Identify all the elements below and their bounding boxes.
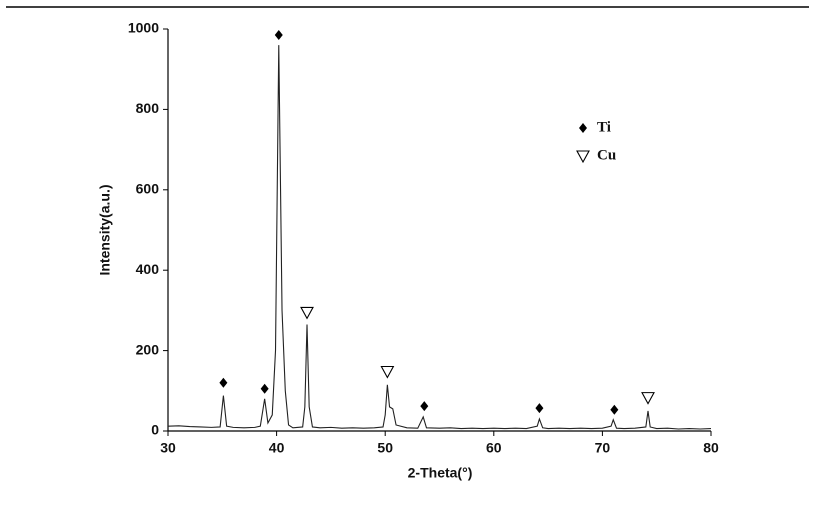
x-tick-label: 50 [377,440,393,456]
x-tick-label: 70 [595,440,611,456]
ti-marker [260,383,269,394]
legend-label: Cu [597,147,616,163]
y-tick-label: 1000 [128,20,159,36]
legend-symbol [579,123,587,133]
y-axis-label: Intensity(a.u.) [97,184,113,275]
ti-marker [610,404,619,415]
y-tick-label: 400 [136,261,160,277]
cu-marker [380,365,395,379]
cu-marker [300,306,314,320]
ti-marker [420,401,429,412]
y-tick-label: 800 [136,100,160,116]
ti-marker [219,377,228,388]
cu-marker [641,392,655,405]
x-tick-label: 60 [486,440,502,456]
ti-marker [274,30,283,41]
x-tick-label: 40 [269,440,285,456]
legend-symbol [576,150,590,164]
data-line [167,45,712,430]
y-tick-label: 200 [136,341,160,357]
y-tick-label: 0 [151,422,159,438]
legend-label: Ti [597,119,611,135]
x-tick-label: 80 [703,440,719,456]
x-tick-label: 30 [160,440,176,456]
ti-marker [535,403,544,414]
y-tick-label: 600 [136,181,160,197]
x-axis-label: 2-Theta(°) [408,465,473,481]
